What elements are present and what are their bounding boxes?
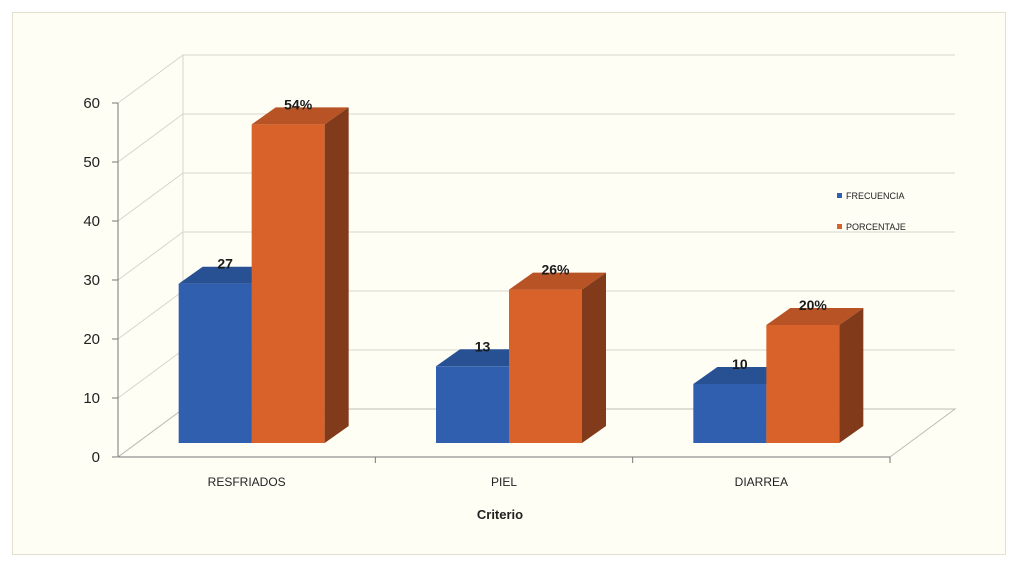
bar-top-porcentaje-diarrea	[766, 308, 864, 325]
x-axis-title: Criterio	[477, 507, 523, 522]
y-tick-label-30: 30	[83, 272, 100, 289]
x-tick-label-diarrea: DIARREA	[735, 475, 788, 489]
y-tick-label-10: 10	[83, 390, 100, 407]
y-tick-label-0: 0	[92, 449, 100, 466]
label-layer: 0 10 20 30 40 50 60 RESFRIADOS 27 54% PIEL 13 26% DIA…	[83, 95, 827, 489]
bar-porcentaje-resfriados	[251, 124, 325, 444]
side-gridline-50	[117, 113, 184, 163]
bar-top-frecuencia-diarrea	[693, 367, 791, 384]
data-label-porcentaje-resfriados: 54%	[284, 96, 313, 112]
bar-frecuencia-diarrea	[693, 384, 767, 443]
side-gridline-10	[117, 349, 184, 399]
bar-frecuencia-piel	[436, 366, 509, 443]
bar-top-porcentaje-piel	[509, 272, 606, 290]
data-label-frecuencia-diarrea: 10	[732, 356, 748, 372]
side-gridline-20	[117, 290, 184, 340]
chart-frame	[12, 12, 1006, 555]
bar-top-frecuencia-resfriados	[178, 266, 276, 284]
bar-side-porcentaje-piel	[582, 272, 606, 443]
bar-top-porcentaje-resfriados	[251, 107, 349, 125]
bar-side-porcentaje-resfriados	[324, 107, 349, 444]
legend-swatch-porcentaje	[837, 224, 842, 229]
legend-label-frecuencia: FRECUENCIA	[846, 191, 905, 201]
bar-porcentaje-diarrea	[766, 325, 840, 443]
data-label-frecuencia-piel: 13	[475, 338, 491, 354]
side-gridline-30	[117, 231, 184, 281]
side-gridline-60	[117, 54, 184, 104]
data-label-frecuencia-resfriados: 27	[217, 256, 233, 272]
y-tick-label-50: 50	[83, 154, 100, 171]
bar-layer	[178, 107, 864, 444]
side-gridline-40	[117, 172, 184, 222]
y-tick-label-40: 40	[83, 213, 100, 230]
y-tick-label-60: 60	[83, 95, 100, 112]
x-tick-label-resfriados: RESFRIADOS	[208, 475, 286, 489]
legend: FRECUENCIA PORCENTAJE	[837, 191, 906, 232]
bar-top-frecuencia-piel	[436, 349, 533, 367]
data-label-porcentaje-diarrea: 20%	[799, 297, 828, 313]
legend-swatch-frecuencia	[837, 193, 842, 198]
x-tick-label-piel: PIEL	[491, 475, 517, 489]
y-tick-label-20: 20	[83, 331, 100, 348]
bar-side-porcentaje-diarrea	[839, 308, 864, 443]
data-label-porcentaje-piel: 26%	[541, 262, 570, 278]
legend-label-porcentaje: PORCENTAJE	[846, 222, 906, 232]
bar-frecuencia-resfriados	[178, 283, 252, 443]
bar-porcentaje-piel	[509, 289, 582, 443]
